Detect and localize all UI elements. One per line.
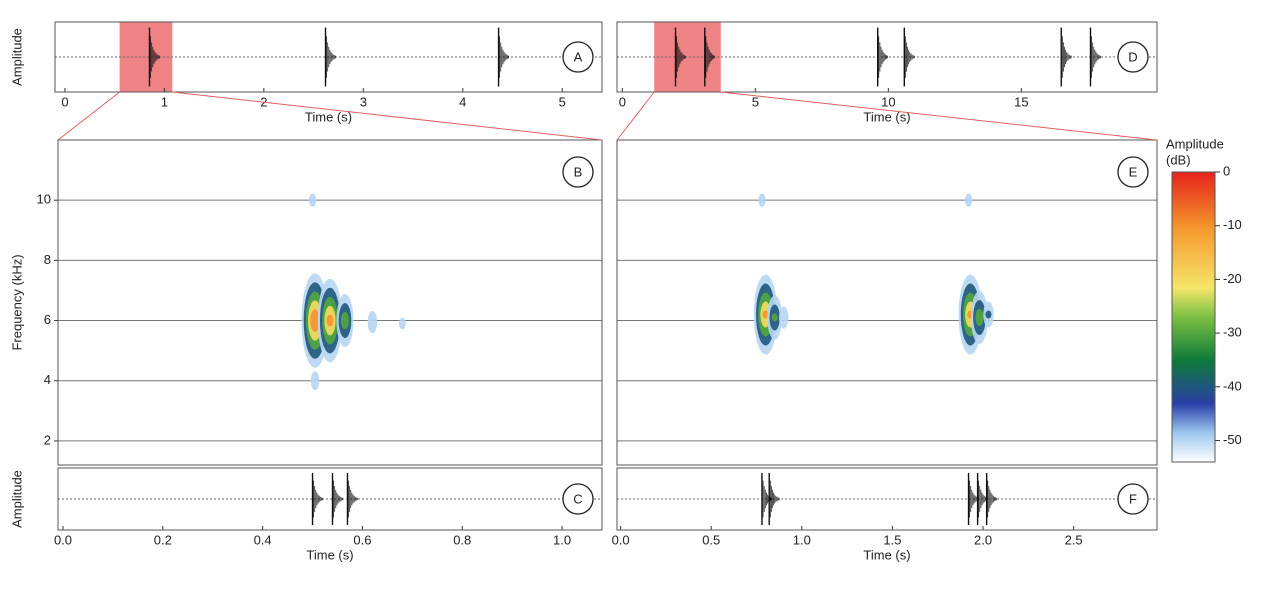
zoom-line (720, 91, 1158, 141)
x-tick-label: 4 (459, 94, 466, 109)
burst (985, 472, 997, 526)
colorbar-tick-label: -10 (1223, 217, 1242, 232)
x-tick-label: 0.0 (612, 532, 630, 547)
panel-label: B (574, 164, 583, 179)
x-tick-label: 2.5 (1065, 532, 1083, 547)
panel-frame (616, 139, 1158, 466)
x-tick-label: 0.8 (453, 532, 471, 547)
burst (148, 27, 160, 87)
colorbar-tick-label: -20 (1223, 271, 1242, 286)
x-tick-label: 1.0 (553, 532, 571, 547)
burst (311, 472, 323, 526)
spectral-energy (367, 310, 378, 334)
spectral-energy (326, 314, 334, 327)
colorbar-tick-label: -50 (1223, 432, 1242, 447)
panel-border (616, 467, 1158, 531)
panel-badge (562, 156, 594, 188)
spectral-energy (310, 371, 320, 391)
y-tick-label: 8 (44, 252, 51, 267)
panel-border (616, 139, 1158, 466)
burst (903, 27, 915, 87)
x-axis-label: Time (s) (305, 109, 352, 124)
panel-border (616, 21, 1158, 93)
y-axis-label: Frequency (kHz) (9, 254, 24, 350)
x-tick-label: 0 (61, 94, 68, 109)
spectral-energy (762, 310, 769, 319)
x-tick-label: 5 (752, 94, 759, 109)
burst (674, 27, 686, 87)
x-tick-label: 0.0 (54, 532, 72, 547)
x-tick-label: 0.5 (702, 532, 720, 547)
spectral-energy (771, 313, 778, 322)
zoom-line (172, 91, 603, 141)
x-tick-label: 0.4 (254, 532, 272, 547)
burst (761, 472, 773, 526)
colorbar-tick-label: -30 (1223, 325, 1242, 340)
colorbar-tick-label: -40 (1223, 378, 1242, 393)
panel-badge (1117, 41, 1149, 73)
x-axis-label: Time (s) (306, 547, 353, 562)
colorbar-tick-label: 0 (1223, 163, 1230, 178)
panel-label: E (1129, 164, 1138, 179)
panel-label: C (573, 491, 582, 506)
x-tick-label: 1.0 (793, 532, 811, 547)
panel-border (54, 21, 603, 93)
x-tick-label: 10 (881, 94, 895, 109)
burst (324, 27, 336, 87)
x-axis-label: Time (s) (863, 547, 910, 562)
x-tick-label: 0 (619, 94, 626, 109)
spectral-energy (758, 193, 766, 207)
burst (1060, 27, 1072, 87)
panel-border (57, 139, 603, 466)
burst (1089, 27, 1101, 87)
panel-label: F (1129, 491, 1137, 506)
spectral-energy (985, 310, 992, 319)
y-tick-label: 6 (44, 312, 51, 327)
spectral-energy (975, 309, 984, 327)
x-tick-label: 15 (1014, 94, 1028, 109)
x-tick-label: 3 (360, 94, 367, 109)
burst (497, 27, 509, 87)
spectral-energy (964, 193, 973, 207)
spectral-energy (778, 306, 789, 329)
panel-label: D (1128, 49, 1137, 64)
burst (346, 472, 358, 526)
burst (331, 472, 343, 526)
panel-badge (562, 41, 594, 73)
spectral-energy (310, 309, 320, 332)
spectral-energy (308, 193, 317, 207)
spectral-energy (398, 317, 406, 330)
panel-badge (562, 483, 594, 515)
y-axis-label: Amplitude (9, 470, 24, 528)
colorbar (1171, 171, 1216, 463)
zoom-line (57, 91, 120, 141)
y-tick-label: 2 (44, 432, 51, 447)
x-tick-label: 0.2 (154, 532, 172, 547)
y-tick-label: 4 (44, 372, 51, 387)
panel-badge (1117, 156, 1149, 188)
burst (768, 472, 780, 526)
x-axis-label: Time (s) (863, 109, 910, 124)
colorbar-title: Amplitude (1166, 136, 1224, 151)
panel-badge (1117, 483, 1149, 515)
y-axis-label: Amplitude (9, 28, 24, 86)
panel-border (57, 467, 603, 531)
x-tick-label: 2.0 (974, 532, 992, 547)
burst (876, 27, 888, 87)
burst (704, 27, 716, 87)
zoom-line (616, 91, 655, 141)
y-tick-label: 10 (37, 192, 51, 207)
x-tick-label: 0.6 (353, 532, 371, 547)
x-tick-label: 5 (559, 94, 566, 109)
x-tick-label: 1 (161, 94, 168, 109)
x-tick-label: 1.5 (883, 532, 901, 547)
spectral-energy (340, 312, 350, 330)
panel-label: A (574, 49, 583, 64)
colorbar-title: (dB) (1166, 152, 1191, 167)
